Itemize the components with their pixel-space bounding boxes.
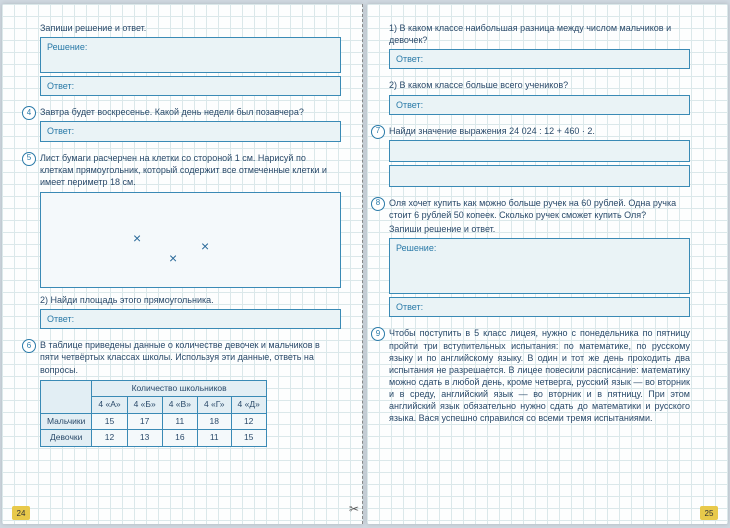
solution-box: Решение: — [389, 238, 690, 294]
task-6-text: В таблице приведены данные о количестве … — [40, 339, 341, 375]
page-number-left: 24 — [12, 506, 30, 520]
task-number-5: 5 — [22, 152, 36, 166]
col-v: 4 «В» — [162, 397, 197, 413]
row-boys-label: Мальчики — [41, 413, 92, 429]
q1-block: 1) В каком классе наибольшая разница меж… — [389, 22, 690, 69]
q2-block: 2) В каком классе больше всего учеников?… — [389, 79, 690, 114]
scissor-icon: ✂ — [349, 502, 359, 516]
answer-box: Ответ: — [389, 297, 690, 317]
task-5-text: Лист бумаги расчерчен на клетки со сторо… — [40, 152, 341, 188]
task-8: 8 Оля хочет купить как можно больше руче… — [389, 197, 690, 318]
task-8-sub: Запиши решение и ответ. — [389, 223, 690, 235]
cell: 15 — [92, 413, 127, 429]
task-4: 4 Завтра будет воскресенье. Какой день н… — [40, 106, 341, 141]
task-number-4: 4 — [22, 106, 36, 120]
cell: 18 — [197, 413, 231, 429]
cell: 11 — [197, 430, 231, 446]
table-corner — [41, 380, 92, 413]
task-number-9: 9 — [371, 327, 385, 341]
task-8-text: Оля хочет купить как можно больше ручек … — [389, 197, 690, 221]
task-7: 7 Найди значение выражения 24 024 : 12 +… — [389, 125, 690, 187]
cell: 16 — [162, 430, 197, 446]
col-b: 4 «Б» — [127, 397, 162, 413]
cell: 12 — [92, 430, 127, 446]
answer-box: Ответ: — [40, 76, 341, 96]
col-g: 4 «Г» — [197, 397, 231, 413]
table-row: Мальчики 15 17 11 18 12 — [41, 413, 267, 429]
task-6: 6 В таблице приведены данные о количеств… — [40, 339, 341, 446]
grid-drawing-area: × × × — [40, 192, 341, 288]
table-head: Количество школьников — [92, 380, 266, 396]
task-4-text: Завтра будет воскресенье. Какой день нед… — [40, 106, 341, 118]
cell: 17 — [127, 413, 162, 429]
page-left: Запиши решение и ответ. Решение: Ответ: … — [2, 4, 363, 524]
col-d: 4 «Д» — [231, 397, 266, 413]
work-box — [389, 165, 690, 187]
task-5: 5 Лист бумаги расчерчен на клетки со сто… — [40, 152, 341, 330]
answer-box: Ответ: — [40, 309, 341, 329]
q1-text: 1) В каком классе наибольшая разница меж… — [389, 22, 690, 46]
task-number-7: 7 — [371, 125, 385, 139]
task-9-text: Чтобы поступить в 5 класс лицея, нужно с… — [389, 327, 690, 424]
task-5-sub: 2) Найди площадь этого прямоугольника. — [40, 294, 341, 306]
cell: 15 — [231, 430, 266, 446]
solution-box: Решение: — [40, 37, 341, 73]
cell: 11 — [162, 413, 197, 429]
task-number-6: 6 — [22, 339, 36, 353]
x-mark: × — [169, 249, 177, 268]
students-table: Количество школьников 4 «А» 4 «Б» 4 «В» … — [40, 380, 267, 447]
answer-box: Ответ: — [389, 49, 690, 69]
q2-text: 2) В каком классе больше всего учеников? — [389, 79, 690, 91]
x-mark: × — [133, 229, 141, 248]
answer-box: Ответ: — [40, 121, 341, 141]
cell: 12 — [231, 413, 266, 429]
page-right: 1) В каком классе наибольшая разница меж… — [367, 4, 728, 524]
work-box — [389, 140, 690, 162]
task-9: 9 Чтобы поступить в 5 класс лицея, нужно… — [389, 327, 690, 424]
intro-text: Запиши решение и ответ. — [40, 22, 341, 34]
cell: 13 — [127, 430, 162, 446]
x-mark: × — [201, 237, 209, 256]
page-number-right: 25 — [700, 506, 718, 520]
cut-line — [362, 4, 363, 524]
task-number-8: 8 — [371, 197, 385, 211]
task-7-text: Найди значение выражения 24 024 : 12 + 4… — [389, 125, 690, 137]
row-girls-label: Девочки — [41, 430, 92, 446]
table-row: Девочки 12 13 16 11 15 — [41, 430, 267, 446]
col-a: 4 «А» — [92, 397, 127, 413]
answer-box: Ответ: — [389, 95, 690, 115]
intro-block: Запиши решение и ответ. Решение: Ответ: — [40, 22, 341, 96]
